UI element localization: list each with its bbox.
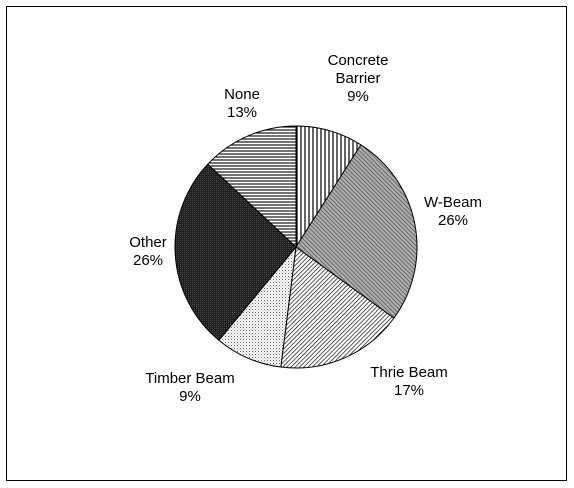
slice-label-concrete-barrier: Concrete — [328, 52, 389, 69]
slice-label-timber-beam: Timber Beam — [145, 370, 234, 387]
pie-slices — [174, 125, 418, 369]
slice-label-concrete-barrier: Barrier — [335, 70, 380, 87]
pie-slice-none — [207, 125, 297, 248]
slice-percent-thrie-beam: 17% — [394, 382, 424, 399]
slice-percent-other: 26% — [133, 252, 163, 269]
slice-label-none: None — [224, 86, 260, 103]
slice-percent-concrete-barrier: 9% — [347, 88, 369, 105]
pie-slice-w-beam — [295, 144, 418, 319]
slice-label-other: Other — [129, 234, 167, 251]
slice-label-thrie-beam: Thrie Beam — [370, 364, 448, 381]
pie-slice-other — [174, 163, 297, 341]
slice-label-w-beam: W-Beam — [424, 194, 482, 211]
slice-percent-none: 13% — [227, 104, 257, 121]
slice-percent-w-beam: 26% — [438, 212, 468, 229]
slice-percent-timber-beam: 9% — [179, 388, 201, 405]
pie-slice-thrie-beam — [280, 246, 395, 369]
